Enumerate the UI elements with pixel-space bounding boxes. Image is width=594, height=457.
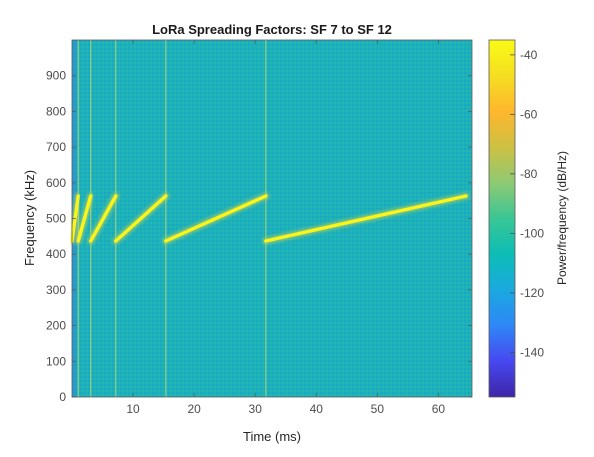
chirp-sf10 <box>114 194 168 243</box>
x-tick-label: 20 <box>187 402 201 416</box>
chart-title: LoRa Spreading Factors: SF 7 to SF 12 <box>152 22 392 37</box>
y-tick-label: 0 <box>59 390 66 404</box>
chirp-sf9 <box>89 194 118 243</box>
x-tick-label: 10 <box>126 402 140 416</box>
spectrogram-background <box>72 40 472 397</box>
x-axis-label: Time (ms) <box>243 429 301 444</box>
colorbar-tick-label: -120 <box>520 286 544 300</box>
x-tick-label: 30 <box>249 402 263 416</box>
colorbar-tick-label: -100 <box>520 226 544 240</box>
colorbar-label: Power/frequency (dB/Hz) <box>555 151 569 285</box>
x-tick-label: 50 <box>371 402 385 416</box>
colorbar-tick-label: -60 <box>520 107 538 121</box>
x-tick-label: 40 <box>310 402 324 416</box>
y-tick-label: 400 <box>46 247 66 261</box>
chirp-sf12 <box>264 194 468 243</box>
y-tick-label: 800 <box>46 104 66 118</box>
colorbar-tick-label: -80 <box>520 167 538 181</box>
y-axis: 0 100 200 300 400 500 600 700 800 900 <box>46 69 472 404</box>
y-tick-label: 600 <box>46 176 66 190</box>
y-tick-label: 200 <box>46 319 66 333</box>
chirp-sf11 <box>164 194 268 243</box>
y-tick-label: 900 <box>46 69 66 83</box>
x-axis: 10 20 30 40 50 60 <box>126 40 445 416</box>
y-tick-label: 700 <box>46 140 66 154</box>
colorbar-tick-label: -140 <box>520 345 544 359</box>
y-tick-label: 300 <box>46 283 66 297</box>
y-axis-label: Frequency (kHz) <box>22 170 37 266</box>
y-tick-label: 100 <box>46 354 66 368</box>
colorbar-tick-label: -40 <box>520 48 538 62</box>
colorbar: -40 -60 -80 -100 -120 -140 Power/frequency (d… <box>488 39 569 398</box>
chirp-sf8 <box>76 194 93 243</box>
x-tick-label: 60 <box>432 402 446 416</box>
y-tick-label: 500 <box>46 212 66 226</box>
plot-area <box>68 39 473 398</box>
colorbar-gradient <box>488 39 516 398</box>
